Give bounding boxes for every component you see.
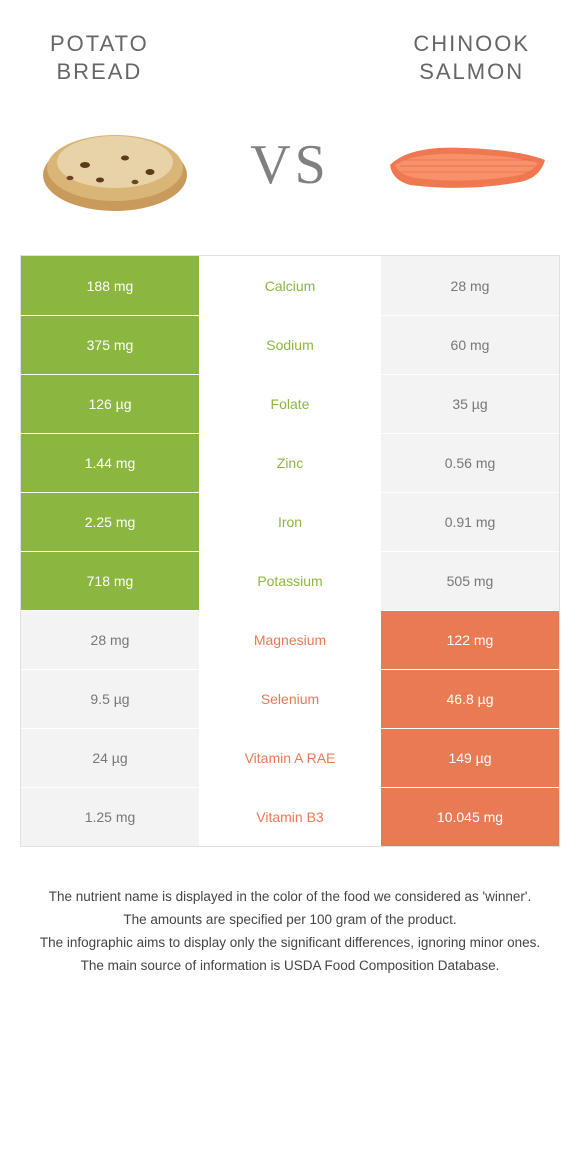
footer-line: The infographic aims to display only the…: [30, 933, 550, 954]
footer-line: The amounts are specified per 100 gram o…: [30, 910, 550, 931]
nutrient-name: Potassium: [199, 552, 381, 610]
right-value: 35 µg: [381, 375, 559, 433]
food-left-title: POTATOBREAD: [50, 30, 149, 85]
right-value: 122 mg: [381, 611, 559, 669]
left-value: 1.25 mg: [21, 788, 199, 846]
header: POTATOBREAD CHINOOKSALMON: [0, 0, 580, 95]
vs-row: VS: [0, 95, 580, 255]
left-value: 126 µg: [21, 375, 199, 433]
nutrient-name: Selenium: [199, 670, 381, 728]
left-value: 375 mg: [21, 316, 199, 374]
nutrient-name: Iron: [199, 493, 381, 551]
right-value: 60 mg: [381, 316, 559, 374]
left-value: 188 mg: [21, 256, 199, 315]
right-value: 149 µg: [381, 729, 559, 787]
right-value: 10.045 mg: [381, 788, 559, 846]
nutrient-name: Folate: [199, 375, 381, 433]
nutrient-name: Vitamin B3: [199, 788, 381, 846]
table-row: 1.44 mgZinc0.56 mg: [21, 433, 559, 492]
nutrient-name: Sodium: [199, 316, 381, 374]
left-value: 1.44 mg: [21, 434, 199, 492]
left-value: 718 mg: [21, 552, 199, 610]
left-value: 2.25 mg: [21, 493, 199, 551]
table-row: 28 mgMagnesium122 mg: [21, 610, 559, 669]
food-right-title: CHINOOKSALMON: [413, 30, 530, 85]
left-value: 24 µg: [21, 729, 199, 787]
right-value: 505 mg: [381, 552, 559, 610]
right-value: 0.91 mg: [381, 493, 559, 551]
footer: The nutrient name is displayed in the co…: [30, 887, 550, 977]
table-row: 188 mgCalcium28 mg: [21, 256, 559, 315]
vs-label: VS: [250, 133, 330, 197]
left-value: 9.5 µg: [21, 670, 199, 728]
nutrient-name: Calcium: [199, 256, 381, 315]
table-row: 718 mgPotassium505 mg: [21, 551, 559, 610]
bread-icon: [20, 105, 210, 225]
table-row: 1.25 mgVitamin B310.045 mg: [21, 787, 559, 846]
nutrient-name: Magnesium: [199, 611, 381, 669]
footer-line: The nutrient name is displayed in the co…: [30, 887, 550, 908]
footer-line: The main source of information is USDA F…: [30, 956, 550, 977]
table-row: 2.25 mgIron0.91 mg: [21, 492, 559, 551]
salmon-icon: [370, 105, 560, 225]
table-row: 24 µgVitamin A RAE149 µg: [21, 728, 559, 787]
nutrient-name: Vitamin A RAE: [199, 729, 381, 787]
right-value: 46.8 µg: [381, 670, 559, 728]
left-value: 28 mg: [21, 611, 199, 669]
table-row: 126 µgFolate35 µg: [21, 374, 559, 433]
table-row: 375 mgSodium60 mg: [21, 315, 559, 374]
nutrient-table: 188 mgCalcium28 mg375 mgSodium60 mg126 µ…: [20, 255, 560, 847]
table-row: 9.5 µgSelenium46.8 µg: [21, 669, 559, 728]
right-value: 0.56 mg: [381, 434, 559, 492]
nutrient-name: Zinc: [199, 434, 381, 492]
right-value: 28 mg: [381, 256, 559, 315]
